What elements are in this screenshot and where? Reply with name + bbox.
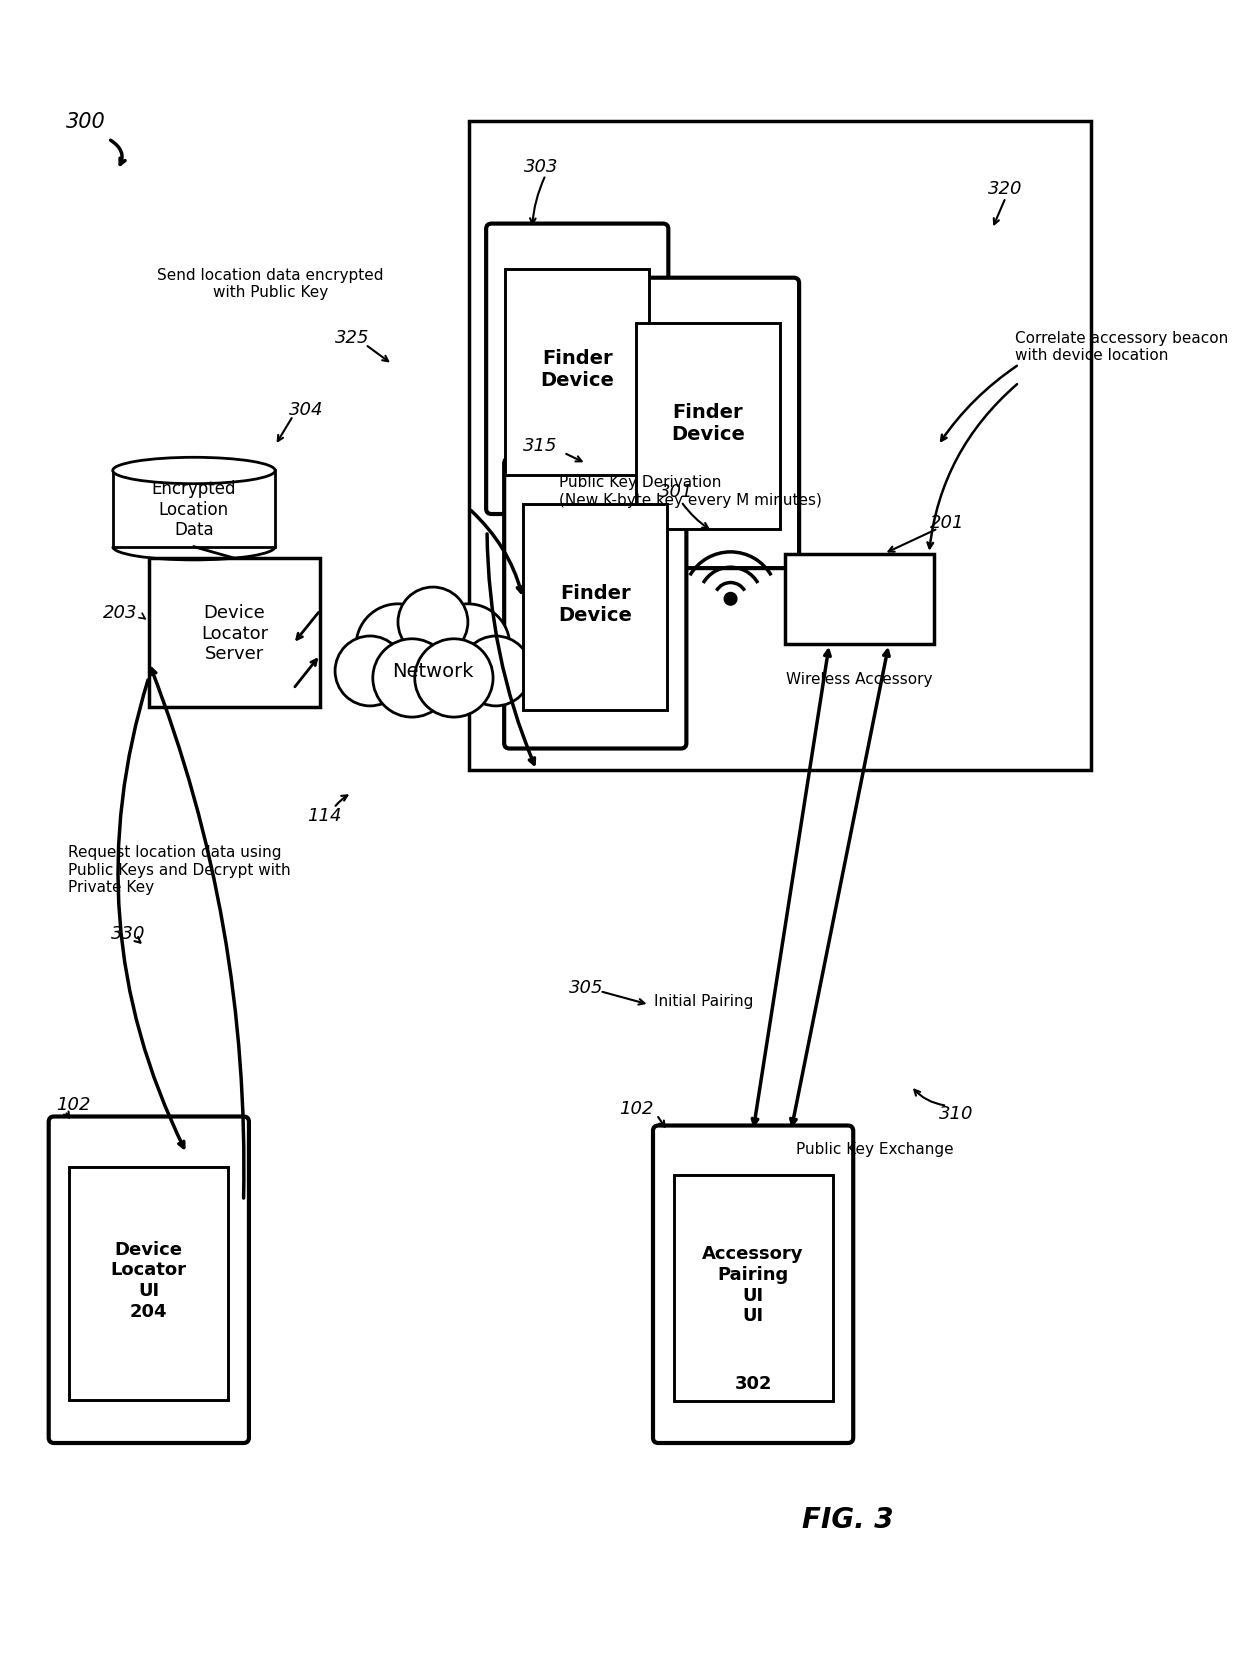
Text: Correlate accessory beacon
with device location: Correlate accessory beacon with device l… <box>1014 331 1228 363</box>
Text: 114: 114 <box>308 806 342 825</box>
Text: 203: 203 <box>103 604 138 622</box>
FancyBboxPatch shape <box>505 458 687 750</box>
Text: Public Key Derivation
(New K-byte key every M minutes): Public Key Derivation (New K-byte key ev… <box>559 475 822 507</box>
Ellipse shape <box>113 458 275 485</box>
Text: 310: 310 <box>939 1104 973 1123</box>
Circle shape <box>373 639 451 718</box>
Text: Finder
Device: Finder Device <box>541 350 614 390</box>
Circle shape <box>398 587 467 657</box>
Text: 304: 304 <box>289 402 324 420</box>
Text: 305: 305 <box>569 979 604 995</box>
Text: Accessory
Pairing
UI
UI: Accessory Pairing UI UI <box>702 1245 804 1325</box>
Text: 303: 303 <box>525 157 558 176</box>
Text: Request location data using
Public Keys and Decrypt with
Private Key: Request location data using Public Keys … <box>68 845 290 895</box>
Bar <box>505 269 650 475</box>
Text: Network: Network <box>392 663 474 681</box>
Circle shape <box>461 637 531 706</box>
Circle shape <box>356 604 440 688</box>
Text: 201: 201 <box>930 514 965 532</box>
Bar <box>785 554 934 644</box>
Circle shape <box>414 639 494 718</box>
Text: Device
Locator
UI
204: Device Locator UI 204 <box>110 1240 187 1320</box>
Text: FIG. 3: FIG. 3 <box>802 1506 894 1532</box>
Text: 320: 320 <box>988 181 1023 199</box>
Text: 102: 102 <box>620 1099 653 1118</box>
Text: Public Key Exchange: Public Key Exchange <box>796 1141 954 1156</box>
Circle shape <box>724 594 737 606</box>
Bar <box>469 122 1091 771</box>
Circle shape <box>425 604 510 688</box>
FancyBboxPatch shape <box>48 1118 249 1444</box>
Text: 330: 330 <box>110 923 145 942</box>
Bar <box>636 325 780 530</box>
Bar <box>523 505 667 709</box>
Text: 301: 301 <box>660 482 693 500</box>
Bar <box>149 559 320 708</box>
FancyBboxPatch shape <box>486 224 668 515</box>
FancyBboxPatch shape <box>618 278 799 569</box>
Text: 300: 300 <box>66 112 105 132</box>
Bar <box>69 1168 228 1400</box>
Circle shape <box>335 637 405 706</box>
Text: 315: 315 <box>523 437 558 455</box>
Text: Finder
Device: Finder Device <box>558 584 632 624</box>
Text: Wireless Accessory: Wireless Accessory <box>786 671 932 686</box>
Text: 302: 302 <box>734 1375 771 1392</box>
Bar <box>673 1176 833 1400</box>
Text: 325: 325 <box>335 330 370 346</box>
Text: Device
Locator
Server: Device Locator Server <box>201 604 268 663</box>
Bar <box>113 472 275 547</box>
Text: Send location data encrypted
with Public Key: Send location data encrypted with Public… <box>157 268 384 299</box>
Text: 102: 102 <box>56 1096 91 1113</box>
Text: Finder
Device: Finder Device <box>671 403 745 443</box>
Text: Initial Pairing: Initial Pairing <box>653 994 753 1009</box>
FancyBboxPatch shape <box>653 1126 853 1444</box>
Text: Encrypted
Location
Data: Encrypted Location Data <box>151 480 236 539</box>
